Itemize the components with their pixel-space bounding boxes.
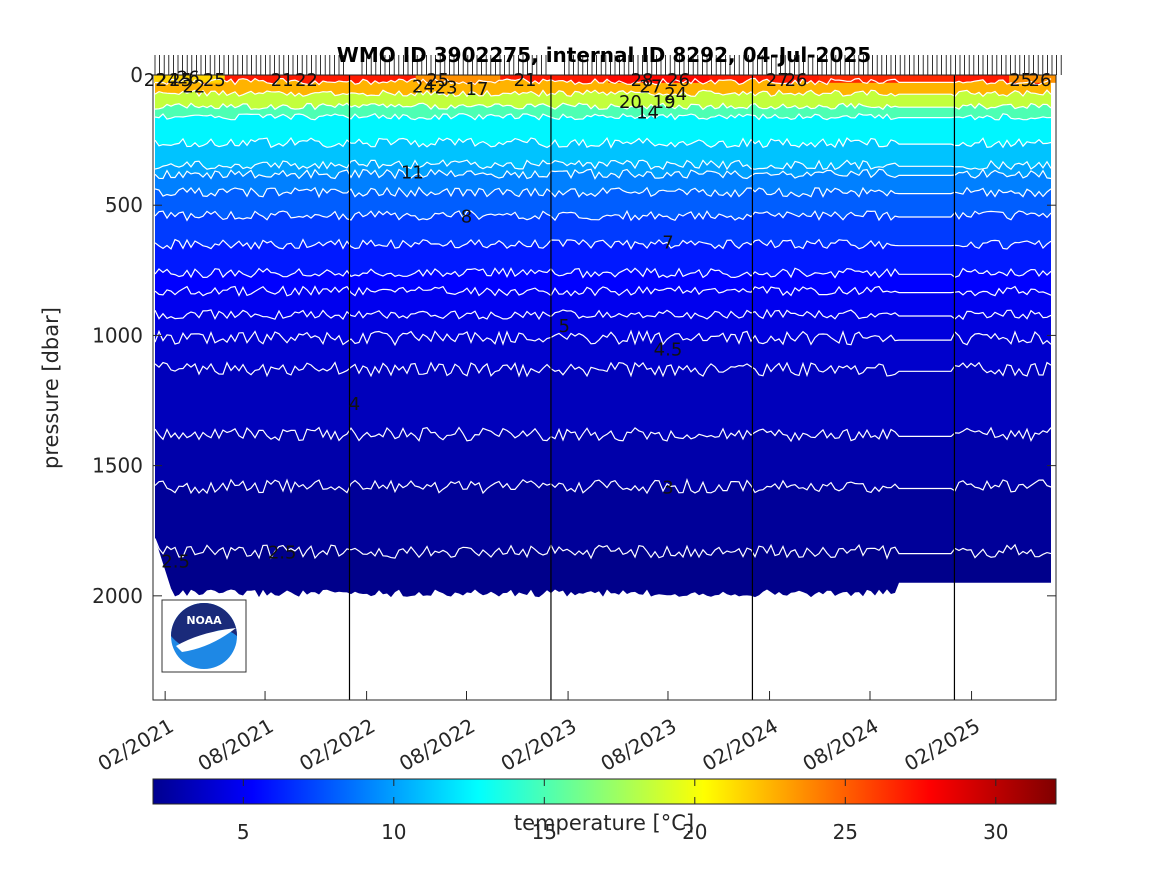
contour-label: 19 (653, 92, 676, 113)
colorbar: 5 10 15 20 25 30 (152, 778, 1057, 844)
isotherm-line (154, 112, 1052, 121)
noaa-logo: NOAA (161, 599, 247, 673)
temperature-band (155, 427, 1051, 494)
surface-warm-layer (1009, 75, 1056, 83)
contour-label: 22 (144, 70, 167, 91)
isotherm-line (154, 538, 1052, 560)
contour-label: 26 (785, 70, 808, 91)
temperature-band (155, 239, 1051, 278)
colorbar-tick-label: 15 (532, 820, 557, 844)
y-axis-label: pressure [dbar] (39, 307, 63, 469)
isotherm-line (154, 186, 1052, 199)
contour-label: 27 (766, 70, 789, 91)
contour-label: 22 (295, 70, 318, 91)
contour-label: 20 (619, 92, 642, 113)
contour-label: 25 (1009, 70, 1032, 91)
isotherm-line (154, 209, 1052, 222)
temperature-band (155, 362, 1051, 442)
contour-label: 25 (426, 70, 449, 91)
colorbar-ticks: 5 10 15 20 25 30 (237, 779, 1009, 844)
temperature-band (155, 160, 1051, 179)
isotherm-line (154, 426, 1052, 443)
isotherm-line (154, 329, 1052, 347)
contour-label: 24 (664, 84, 687, 105)
isotherm-line (154, 308, 1052, 321)
colorbar-tick-label: 10 (381, 820, 406, 844)
temperature-band (155, 90, 1051, 110)
contour-label: 23 (435, 78, 458, 99)
contour-label: 27 (639, 76, 662, 97)
contour-label: 25 (203, 70, 226, 91)
temperature-band (155, 479, 1051, 559)
plot-frame (152, 74, 1057, 701)
isotherm-line (154, 361, 1052, 378)
contour-label: 24 (412, 76, 435, 97)
isotherm-lines (154, 77, 1052, 560)
profile-tick-marks (154, 55, 1062, 75)
isotherm-line (154, 102, 1052, 111)
y-tick-label: 1500 (92, 454, 143, 478)
plot-area (154, 75, 1056, 700)
temperature-band (155, 78, 1051, 97)
colorbar-tick-label: 5 (237, 820, 250, 844)
y-tick-label: 0 (130, 63, 143, 87)
contour-label: 25 (169, 70, 192, 91)
contour-label: 26 (1029, 70, 1052, 91)
contour-label: 28 (631, 70, 654, 91)
contour-label: 7 (662, 233, 673, 254)
isotherm-line (154, 238, 1052, 250)
isotherm-line (154, 478, 1052, 495)
surface-warm-layer (819, 75, 909, 83)
contour-label: 14 (636, 102, 659, 123)
y-tick-label: 1000 (92, 323, 143, 347)
colorbar-gradient (152, 778, 1057, 805)
chart-title: WMO ID 3902275, internal ID 8292, 04-Jul… (337, 43, 871, 67)
isotherm-line (154, 267, 1052, 279)
contour-label: 21 (271, 70, 294, 91)
year-divider-lines (348, 75, 956, 700)
colorbar-tick-label: 25 (833, 820, 858, 844)
temperature-band (155, 211, 1051, 249)
contour-label: 26 (177, 67, 200, 88)
temperature-band (155, 113, 1051, 148)
contour-label: 21 (514, 70, 537, 91)
colorbar-tick-label: 30 (983, 820, 1008, 844)
temperature-band (155, 309, 1051, 345)
y-tick-label: 2000 (92, 584, 143, 608)
surface-warm-layer (415, 75, 501, 83)
contour-label: 2.5 (161, 552, 190, 573)
contour-label: 3 (662, 477, 673, 498)
colorbar-tick-label: 20 (682, 820, 707, 844)
isotherm-line (154, 159, 1052, 171)
colorbar-label: temperature [°C] (514, 811, 694, 835)
isotherm-line (154, 136, 1052, 149)
contour-label: 4 (349, 394, 360, 415)
isotherm-line (154, 285, 1052, 297)
contour-label: 24 (156, 70, 179, 91)
isotherm-line (154, 77, 1052, 86)
contour-label: 4.5 (654, 339, 683, 360)
noaa-logo-text: NOAA (186, 614, 222, 627)
contour-label: 5 (558, 316, 569, 337)
surface-warm-layer (608, 75, 710, 83)
surface-warm-layer (897, 75, 955, 83)
surface-warm-layer (154, 75, 225, 83)
contour-label: 11 (401, 162, 424, 183)
y-tick-label: 500 (105, 193, 143, 217)
contour-label: 17 (466, 79, 489, 100)
temperature-band (155, 331, 1051, 376)
isotherm-line (154, 89, 1052, 98)
contour-label: 2.5 (268, 543, 297, 564)
temperature-band (155, 169, 1051, 197)
y-axis: 0 500 1000 1500 2000 (92, 63, 1056, 608)
contour-label: 22 (182, 76, 205, 97)
contour-label: 8 (461, 207, 472, 228)
contour-label: 26 (667, 70, 690, 91)
isotherm-line (154, 168, 1052, 180)
